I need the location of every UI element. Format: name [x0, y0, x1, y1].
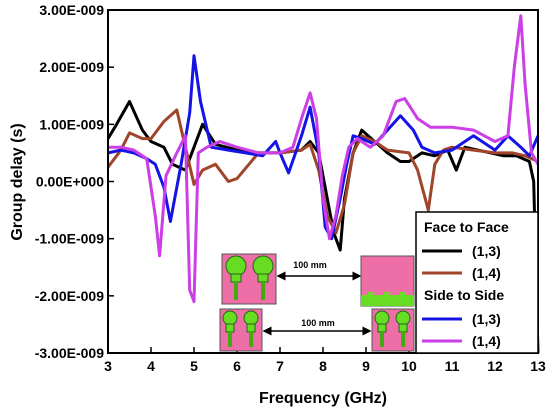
series-line-2: [107, 54, 540, 241]
x-tick-label: 6: [233, 358, 241, 374]
series-line-3: [108, 14, 540, 304]
legend-group-title-face: Face to Face: [424, 219, 509, 235]
y-tick-label: 1.00E-009: [39, 116, 104, 132]
legend-label-face-13: (1,3): [472, 243, 501, 259]
legend-label-face-14: (1,4): [472, 265, 501, 281]
x-tick-label: 5: [190, 358, 198, 374]
legend-group-title-side: Side to Side: [424, 287, 504, 303]
y-axis-title: Group delay (s): [9, 123, 26, 240]
inset-ground-strip: [361, 295, 414, 306]
y-tick-label: 2.00E-009: [39, 59, 104, 75]
x-tick-label: 8: [319, 358, 327, 374]
y-tick-label: -3.00E-009: [35, 345, 104, 361]
x-tick-label: 7: [276, 358, 284, 374]
legend-label-side-13: (1,3): [472, 311, 501, 327]
y-tick-label: -2.00E-009: [35, 288, 104, 304]
x-tick-label: 3: [104, 358, 112, 374]
legend-label-side-14: (1,4): [472, 333, 501, 349]
y-tick-label: -1.00E-009: [35, 231, 104, 247]
x-tick-label: 9: [362, 358, 370, 374]
y-tick-label: 0.00E+000: [36, 174, 104, 190]
x-tick-label: 12: [487, 358, 503, 374]
x-axis-title: Frequency (GHz): [259, 390, 387, 407]
x-tick-label: 4: [147, 358, 155, 374]
x-tick-label: 13: [530, 358, 546, 374]
x-tick-label: 11: [445, 358, 460, 374]
antenna-patch-icon: [222, 310, 259, 347]
y-axis: -3.00E-009 -2.00E-009 -1.00E-009 0.00E+000 1…: [35, 2, 114, 361]
distance-label-bottom: 100 mm: [301, 318, 335, 328]
legend: Face to Face (1,3) (1,4) Side to Side (1…: [415, 211, 539, 354]
legend-box: [415, 211, 539, 354]
distance-label-top: 100 mm: [293, 260, 327, 270]
x-tick-label: 10: [401, 358, 417, 374]
antenna-patch-icon: [374, 310, 411, 347]
antenna-layout-inset: 100 mm 100 mm: [219, 253, 415, 352]
y-tick-label: 3.00E-009: [39, 2, 104, 18]
plot-series-group: [106, 14, 540, 354]
antenna-patch-icon: [225, 255, 274, 300]
